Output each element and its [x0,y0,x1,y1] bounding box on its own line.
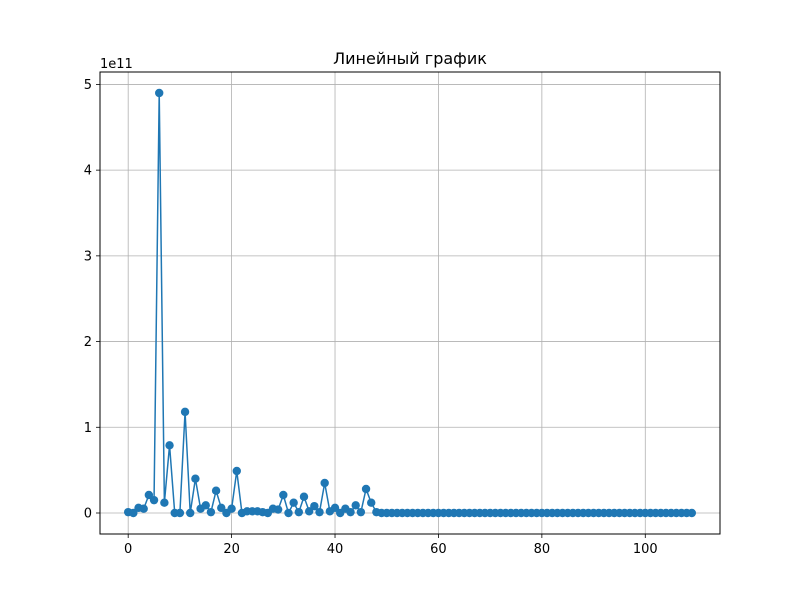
data-point [330,503,340,513]
data-point [160,498,169,507]
data-point [320,478,329,488]
data-point [289,498,298,507]
data-point [273,505,283,514]
x-tick-label: 20 [223,542,240,557]
y-tick-label: 2 [84,335,92,350]
data-point [217,503,226,513]
data-point [186,508,195,518]
y-axis: 0 1 2 3 4 5 [84,78,100,522]
data-point [284,508,293,518]
data-point [227,504,236,513]
data-point [211,486,221,495]
data-point [367,498,376,507]
data-point [304,507,314,516]
data-point [149,495,159,505]
data-point [206,507,216,517]
data-point [294,507,304,517]
data-point [351,501,360,510]
series-markers [123,88,697,518]
data-point [191,474,200,483]
data-point [129,508,138,518]
data-point [361,484,371,494]
data-point [346,507,355,517]
x-tick-label: 0 [124,542,132,557]
data-point [165,441,174,450]
data-point [180,407,190,417]
grid [100,72,720,534]
y-tick-label: 1 [84,421,92,436]
x-tick-label: 40 [327,542,344,557]
plot-frame [99,71,721,535]
y-tick-label: 4 [84,164,92,179]
x-tick-label: 100 [633,542,658,557]
data-point [299,492,309,501]
data-point [356,507,366,517]
y-offset-label: 1e11 [100,57,133,72]
x-tick-label: 80 [534,542,551,557]
y-tick-label: 0 [84,507,92,522]
data-point [687,508,697,518]
data-point [279,490,288,500]
data-point [155,88,164,98]
y-tick-label: 3 [84,249,92,264]
data-point [310,501,319,511]
data-point [315,507,324,517]
data-point [201,501,210,510]
y-tick-label: 5 [84,78,92,93]
x-tick-label: 60 [430,542,447,557]
data-point [232,466,241,476]
data-point [175,508,185,518]
x-axis: 0 20 40 60 80 100 [124,534,658,557]
chart-title: Линейный график [333,49,487,68]
data-point [144,490,154,500]
data-point [139,504,148,513]
